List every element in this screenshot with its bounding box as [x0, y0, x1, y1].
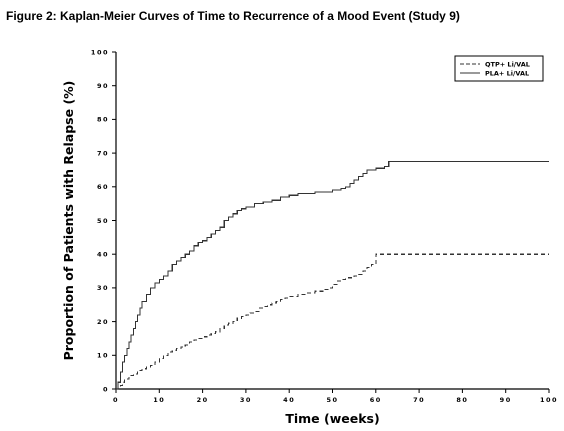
x-tick-label: 30 [240, 396, 252, 404]
x-tick-label: 80 [456, 396, 468, 404]
chart-axes [115, 52, 549, 390]
pla-lival-curve [116, 160, 549, 390]
y-tick-label: 70 [97, 149, 109, 157]
y-tick-label: 80 [97, 116, 109, 124]
y-tick-label: 10 [97, 352, 109, 360]
legend-box [454, 55, 544, 82]
y-tick-label: 60 [97, 183, 109, 191]
x-tick-label: 60 [370, 396, 382, 404]
survival-curves [116, 160, 549, 390]
y-axis-title: Proportion of Patients with Relapse (%) [61, 81, 76, 361]
y-tick-label: 90 [97, 82, 109, 90]
y-tick-label: 100 [91, 48, 109, 56]
y-tick-label: 0 [103, 385, 109, 393]
qtp-lival-curve [116, 253, 549, 390]
y-tick-label: 40 [97, 251, 109, 259]
x-tick-label: 0 [113, 396, 119, 404]
x-tick-label: 10 [153, 396, 165, 404]
figure-title: Figure 2: Kaplan-Meier Curves of Time to… [6, 9, 460, 23]
x-tick-label: 50 [326, 396, 338, 404]
x-tick-label: 70 [413, 396, 425, 404]
y-tick-label: 30 [97, 284, 109, 292]
axis-ticks: 0 10 20 30 40 50 60 70 80 90 100 0 10 20 30 40 50 60 70 80 9… [91, 48, 558, 404]
y-tick-label: 20 [97, 318, 109, 326]
legend-label: QTP+ Li/VAL [485, 60, 530, 68]
x-tick-label: 20 [197, 396, 209, 404]
y-tick-label: 50 [97, 217, 109, 225]
x-tick-label: 100 [540, 396, 558, 404]
legend-label: PLA+ Li/VAL [485, 69, 529, 77]
x-tick-label: 40 [283, 396, 295, 404]
x-axis-title: Time (weeks) [285, 411, 379, 426]
x-tick-label: 90 [500, 396, 512, 404]
